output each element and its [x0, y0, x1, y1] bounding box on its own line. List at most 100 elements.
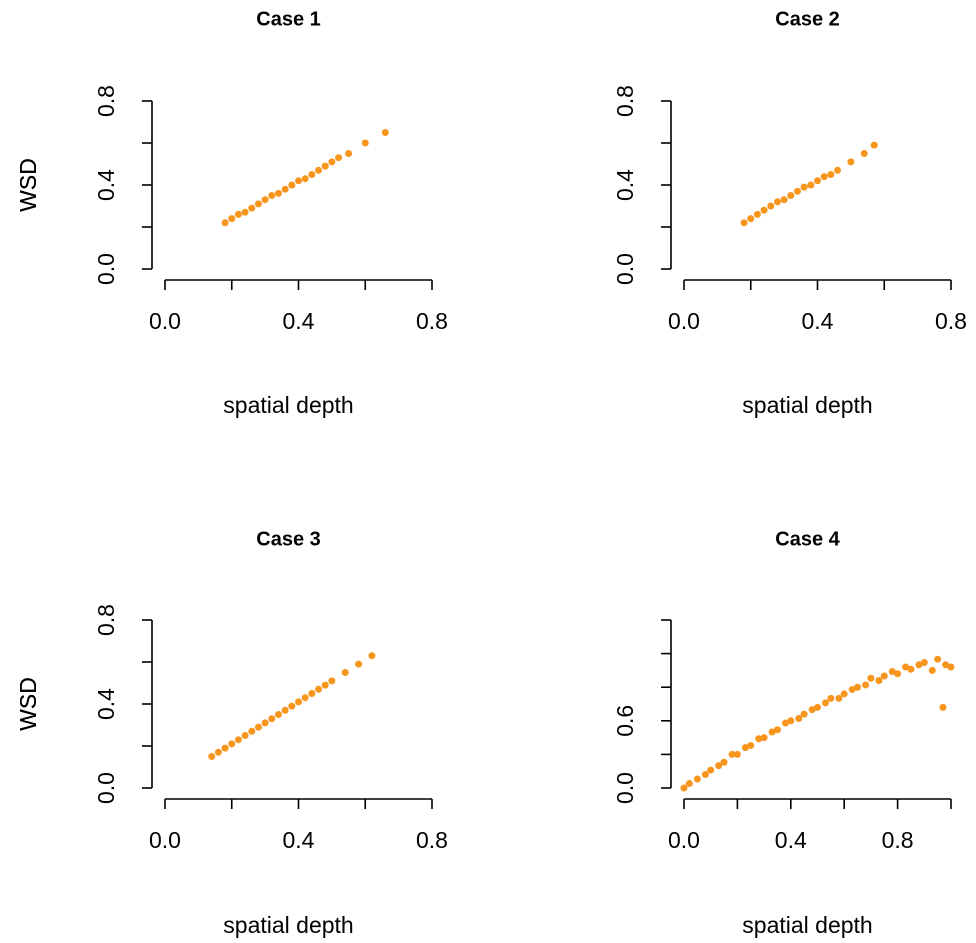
point [920, 659, 928, 667]
point [301, 694, 309, 702]
point [767, 202, 775, 210]
point [715, 762, 723, 770]
point [268, 715, 276, 723]
x-axis-label: spatial depth [223, 392, 353, 418]
point [248, 204, 256, 212]
point [328, 677, 336, 685]
point [720, 758, 728, 766]
point [261, 196, 269, 204]
chart-title: Case 1 [256, 8, 321, 30]
point [854, 683, 862, 691]
x-tick-label: 0.0 [668, 827, 700, 853]
x-tick-label: 0.4 [802, 308, 834, 334]
point [707, 766, 715, 774]
point [295, 177, 302, 185]
point [685, 780, 693, 788]
chart-title: Case 3 [256, 528, 321, 550]
y-tick-label: 0.6 [612, 705, 638, 737]
x-tick-label: 0.0 [668, 308, 700, 334]
point [847, 158, 855, 166]
y-axis-label: WSD [15, 158, 41, 212]
point [295, 698, 302, 706]
point [867, 674, 875, 682]
y-axis-label: WSD [15, 677, 41, 731]
y-tick-label: 0.0 [93, 253, 119, 285]
point [381, 129, 389, 136]
point [368, 652, 376, 660]
point [241, 732, 249, 739]
point [808, 706, 816, 714]
point [753, 210, 761, 218]
x-tick-label: 0.0 [149, 827, 181, 853]
y-tick-label: 0.0 [612, 772, 638, 804]
x-axis-label: spatial depth [742, 392, 872, 418]
point [928, 666, 936, 674]
y-tick-label: 0.4 [93, 688, 119, 720]
point [315, 685, 323, 693]
point [241, 208, 249, 216]
y-tick-label: 0.8 [612, 85, 638, 117]
point [915, 661, 923, 669]
point [355, 660, 363, 668]
point [747, 741, 755, 749]
y-tick-label: 0.4 [612, 169, 638, 201]
point [793, 187, 801, 195]
y-axis-label: WSD [15, 158, 41, 212]
point [281, 185, 289, 193]
point [288, 702, 296, 710]
point [773, 198, 781, 206]
point [680, 784, 688, 792]
y-tick-label: 0.0 [93, 772, 119, 804]
point [288, 181, 296, 189]
point [787, 717, 795, 725]
chart-title: Case 4 [775, 528, 840, 550]
point [907, 665, 915, 673]
x-tick-label: 0.8 [416, 308, 448, 334]
point [234, 210, 242, 218]
point [947, 663, 955, 671]
point [741, 744, 749, 752]
point [827, 694, 835, 702]
point [888, 668, 896, 676]
x-axis-label: spatial depth [742, 912, 872, 938]
y-axis-label: WSD [15, 677, 41, 731]
point [254, 200, 262, 208]
point [795, 715, 803, 723]
point [228, 215, 236, 223]
point [860, 150, 868, 157]
point [733, 750, 741, 758]
point [248, 727, 256, 735]
point [321, 681, 329, 689]
point [261, 719, 269, 727]
point [870, 141, 878, 149]
point [875, 676, 883, 684]
point [335, 154, 343, 162]
chart-title: Case 2 [775, 8, 840, 30]
x-tick-label: 0.0 [149, 308, 181, 334]
point [693, 775, 701, 783]
point [208, 753, 216, 760]
point [942, 661, 950, 669]
point [228, 740, 236, 748]
point [862, 681, 870, 689]
x-axis-label: spatial depth [223, 912, 353, 938]
point [328, 158, 336, 166]
point [274, 711, 282, 718]
x-tick-label: 0.8 [416, 827, 448, 853]
point [747, 215, 755, 223]
point [800, 710, 808, 718]
point [321, 162, 329, 170]
point [740, 219, 748, 227]
point [773, 726, 781, 734]
point [834, 166, 842, 174]
point [780, 196, 788, 204]
point [934, 655, 942, 663]
x-tick-label: 0.4 [283, 827, 315, 853]
x-tick-label: 0.8 [882, 827, 914, 853]
point [254, 723, 262, 731]
point [301, 175, 309, 183]
point [800, 183, 808, 191]
point [308, 171, 316, 178]
point [835, 694, 843, 702]
